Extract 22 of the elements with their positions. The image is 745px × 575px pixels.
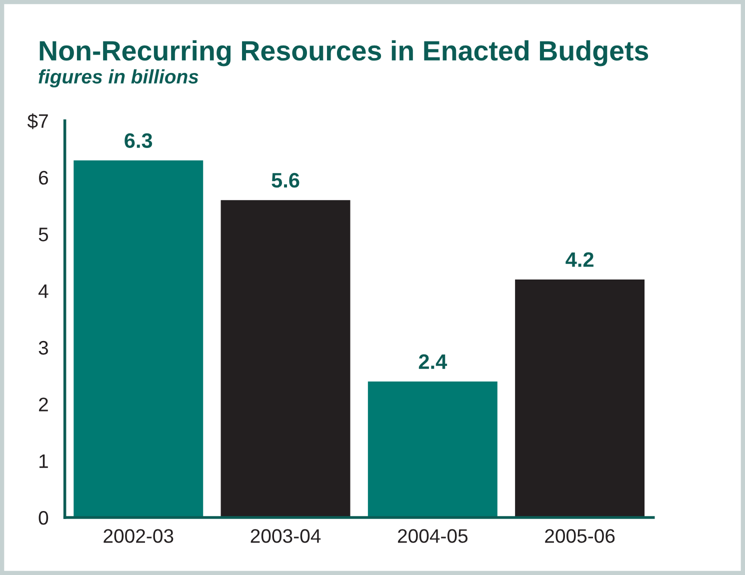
x-tick-label: 2004-05 (398, 529, 468, 543)
data-label: 5.6 (272, 172, 300, 188)
y-tick-label: $7 (27, 113, 48, 130)
bar (220, 200, 350, 518)
y-tick-label: 4 (38, 284, 48, 298)
x-tick-label: 2003-04 (250, 529, 321, 543)
data-label: 6.3 (124, 133, 152, 148)
y-tick-label: 2 (39, 398, 48, 412)
data-label: 4.2 (566, 252, 594, 267)
bar (74, 160, 204, 518)
bar (368, 381, 498, 518)
chart-title: Non-Recurring Resources in Enacted Budgets (40, 40, 648, 66)
data-label: 2.4 (418, 354, 448, 369)
chart-subtitle: figures in billions (38, 69, 198, 88)
bar (515, 279, 645, 518)
x-tick-label: 2002-03 (104, 529, 174, 543)
y-tick-label: 0 (38, 510, 48, 525)
y-tick-label: 6 (39, 170, 48, 185)
x-tick-label: 2005-06 (545, 529, 615, 543)
y-tick-label: 3 (38, 340, 48, 355)
y-tick-label: 5 (38, 228, 48, 242)
y-tick-label: 1 (40, 454, 48, 468)
